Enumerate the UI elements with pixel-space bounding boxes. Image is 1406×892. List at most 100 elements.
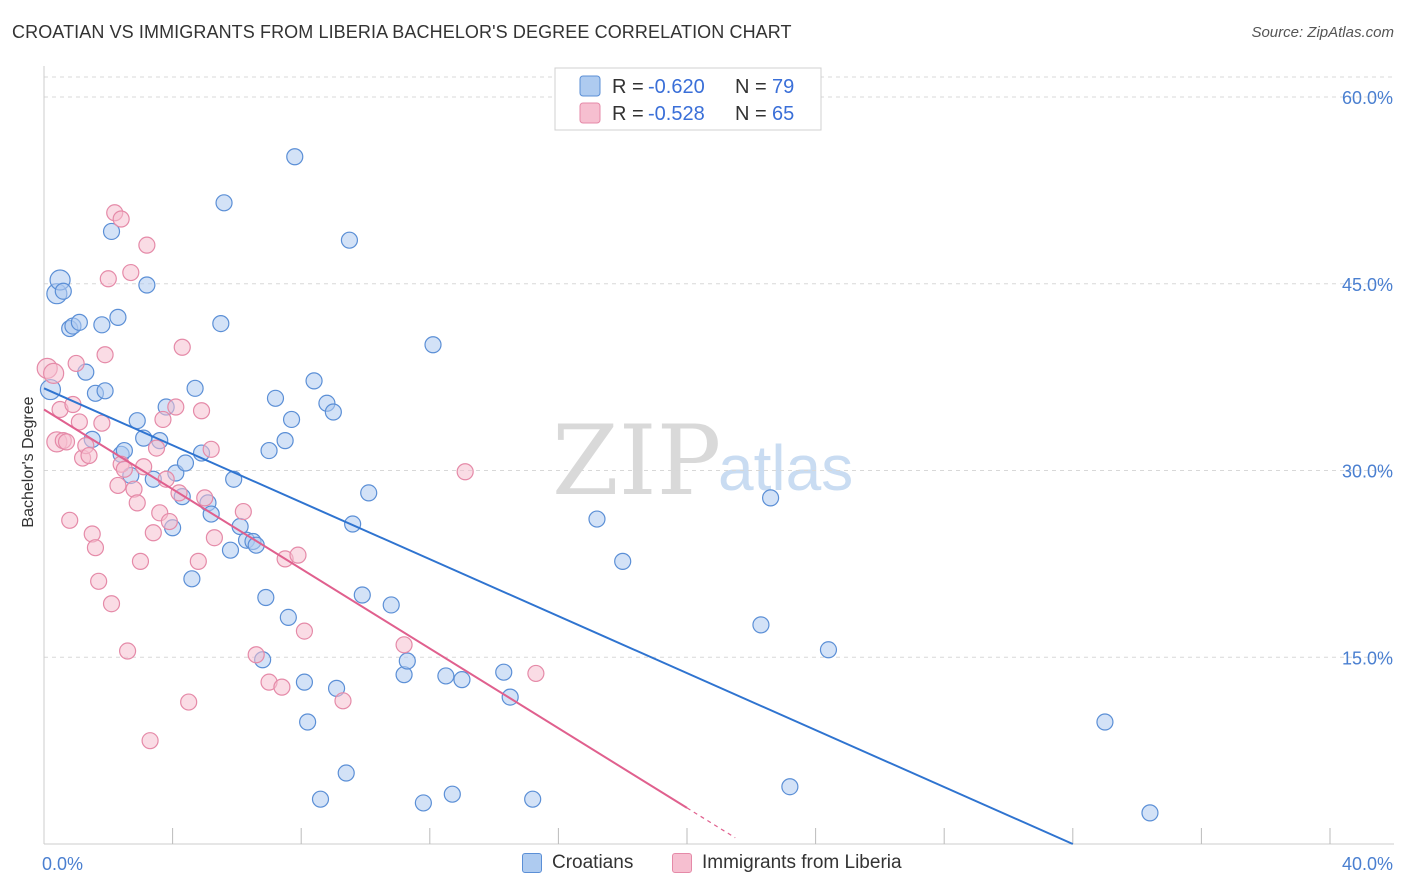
chart-title: CROATIAN VS IMMIGRANTS FROM LIBERIA BACH… xyxy=(12,22,792,42)
liberia-point xyxy=(527,664,545,683)
croatians-point xyxy=(752,616,770,634)
liberia-point xyxy=(192,402,211,420)
liberia-point xyxy=(57,433,76,451)
legend-n-value-1: 79 xyxy=(772,76,794,98)
legend-r-label-1: R = xyxy=(612,76,644,98)
croatians-point xyxy=(337,764,355,782)
croatians-point xyxy=(54,282,72,300)
liberia-point xyxy=(112,210,130,228)
watermark-zip: ZIP xyxy=(552,405,721,517)
croatians-point xyxy=(305,372,323,390)
liberia-point xyxy=(118,642,137,660)
croatians-point xyxy=(353,586,371,604)
liberia-point xyxy=(109,476,127,495)
croatians-point xyxy=(286,148,304,166)
top-legend: R = -0.620 N = 79 R = -0.528 N = 65 xyxy=(554,67,822,131)
trend-lines xyxy=(43,387,1074,845)
liberia-point xyxy=(289,546,307,564)
liberia-point xyxy=(96,346,114,364)
croatians-point xyxy=(183,570,201,588)
croatians-point xyxy=(495,663,513,681)
axes xyxy=(43,66,1394,845)
liberia-point xyxy=(99,270,117,288)
bottom-legend-liberia: Immigrants from Liberia xyxy=(672,852,902,874)
x-tick-label-min: 0.0% xyxy=(42,854,83,874)
legend-n-label-1: N = xyxy=(735,76,767,98)
liberia-point xyxy=(61,511,79,529)
liberia-point xyxy=(70,413,88,431)
bottom-legend-label-liberia: Immigrants from Liberia xyxy=(702,852,902,873)
liberia-point xyxy=(131,552,150,570)
liberia-point xyxy=(205,529,223,547)
legend-r-value-1: -0.620 xyxy=(648,76,705,98)
croatians-point xyxy=(340,231,359,249)
croatians-point xyxy=(215,194,233,212)
bottom-swatch-liberia xyxy=(672,853,692,873)
legend-n-label-2: N = xyxy=(735,103,767,125)
croatians-point xyxy=(260,441,278,460)
liberia-point xyxy=(167,398,185,416)
liberia-point xyxy=(102,595,121,613)
x-tick-label-max: 40.0% xyxy=(1342,854,1393,874)
croatians-point xyxy=(96,382,114,400)
croatians-point xyxy=(1141,804,1159,822)
legend-n-value-2: 65 xyxy=(772,103,794,125)
x-tick-labels: 0.0% 40.0% xyxy=(42,854,1393,874)
croatians-point xyxy=(93,316,111,334)
croatians-point xyxy=(299,713,317,731)
liberia-point xyxy=(180,693,198,711)
liberia-point xyxy=(154,410,172,429)
legend-swatch-croatians xyxy=(579,75,601,97)
y-tick-label: 15.0% xyxy=(1342,648,1393,668)
croatians-point xyxy=(360,484,378,502)
croatians-point xyxy=(437,667,455,685)
liberia-point xyxy=(202,440,220,458)
liberia-point xyxy=(273,678,291,696)
croatians-point xyxy=(176,454,195,472)
legend-r-label-2: R = xyxy=(612,103,644,125)
croatians-point xyxy=(588,510,606,528)
liberia-point xyxy=(90,572,108,590)
croatians-point xyxy=(761,489,780,507)
trend-line-liberia xyxy=(43,408,688,809)
croatians-point xyxy=(70,313,88,331)
croatians-point xyxy=(225,470,243,488)
croatians-point xyxy=(212,314,230,333)
liberia-point xyxy=(86,539,105,557)
liberia-point xyxy=(80,446,98,465)
liberia-point xyxy=(189,552,207,570)
liberia-point xyxy=(43,362,65,384)
bottom-legend-label-croatians: Croatians xyxy=(552,852,634,873)
liberia-point xyxy=(147,439,166,457)
croatians-point xyxy=(1096,713,1114,731)
liberia-point xyxy=(196,489,214,507)
croatians-point xyxy=(279,608,297,627)
croatians-point xyxy=(398,652,416,670)
legend-r-value-2: -0.528 xyxy=(648,103,705,125)
croatians-point xyxy=(311,790,330,808)
y-tick-label: 30.0% xyxy=(1342,462,1393,482)
trend-line-croatians xyxy=(43,387,1074,845)
liberia-points xyxy=(36,204,545,750)
y-tick-labels: 15.0% 30.0% 45.0% 60.0% xyxy=(1342,88,1393,668)
croatians-point xyxy=(819,641,838,659)
y-axis-title: Bachelor's Degree xyxy=(20,396,37,527)
croatians-point xyxy=(257,588,275,607)
source-credit: Source: ZipAtlas.com xyxy=(1251,24,1394,41)
watermark-atlas: atlas xyxy=(718,432,853,504)
croatians-point xyxy=(138,276,156,294)
liberia-point xyxy=(122,263,140,282)
croatians-point xyxy=(276,432,294,450)
liberia-point xyxy=(334,692,352,710)
croatians-point xyxy=(221,541,240,559)
liberia-point xyxy=(160,512,178,531)
liberia-point xyxy=(395,636,413,654)
croatians-point xyxy=(424,336,442,354)
liberia-point xyxy=(234,502,252,521)
bottom-swatch-croatians xyxy=(522,853,542,873)
liberia-point xyxy=(456,463,474,481)
croatians-point xyxy=(414,794,432,812)
y-tick-label: 60.0% xyxy=(1342,88,1393,108)
trend-line-liberia-extension xyxy=(686,807,736,839)
